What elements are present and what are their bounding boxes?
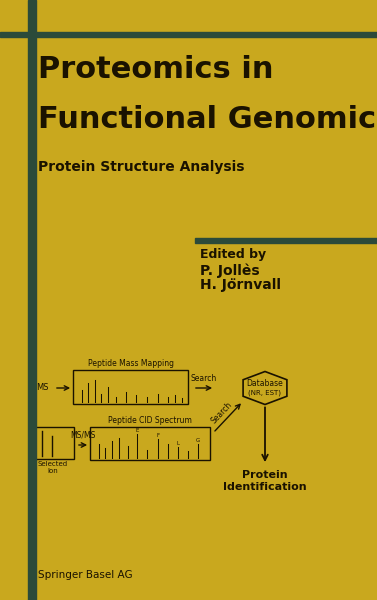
Text: Search: Search [210, 400, 234, 426]
Text: L: L [176, 441, 179, 446]
Text: Search: Search [191, 374, 217, 383]
Text: Peptide CID Spectrum: Peptide CID Spectrum [108, 416, 192, 425]
Text: Protein: Protein [242, 470, 288, 480]
Bar [73, 370, 188, 404]
Text: Selected: Selected [38, 461, 68, 467]
Text: Proteomics in: Proteomics in [38, 55, 273, 84]
Text: MS/MS: MS/MS [70, 431, 96, 440]
Text: E: E [135, 428, 139, 433]
Text: Identification: Identification [223, 482, 307, 492]
Text: P. Jollès: P. Jollès [200, 263, 260, 277]
Bar [0, 32, 377, 37]
Text: Database: Database [247, 379, 284, 388]
Bar [32, 427, 74, 459]
Text: Peptide Mass Mapping: Peptide Mass Mapping [87, 359, 173, 368]
Text: MS: MS [36, 383, 48, 392]
Text: G: G [196, 439, 200, 443]
Text: Ion: Ion [48, 468, 58, 474]
Text: Functional Genomics: Functional Genomics [38, 105, 377, 134]
Bar [90, 427, 210, 460]
Text: Edited by: Edited by [200, 248, 266, 261]
Text: F: F [156, 433, 159, 438]
Text: (NR, EST): (NR, EST) [248, 390, 282, 396]
Text: H. Jörnvall: H. Jörnvall [200, 278, 281, 292]
Bar [28, 0, 36, 600]
Text: Protein Structure Analysis: Protein Structure Analysis [38, 160, 245, 174]
Bar [195, 238, 377, 243]
Text: Springer Basel AG: Springer Basel AG [38, 570, 133, 580]
